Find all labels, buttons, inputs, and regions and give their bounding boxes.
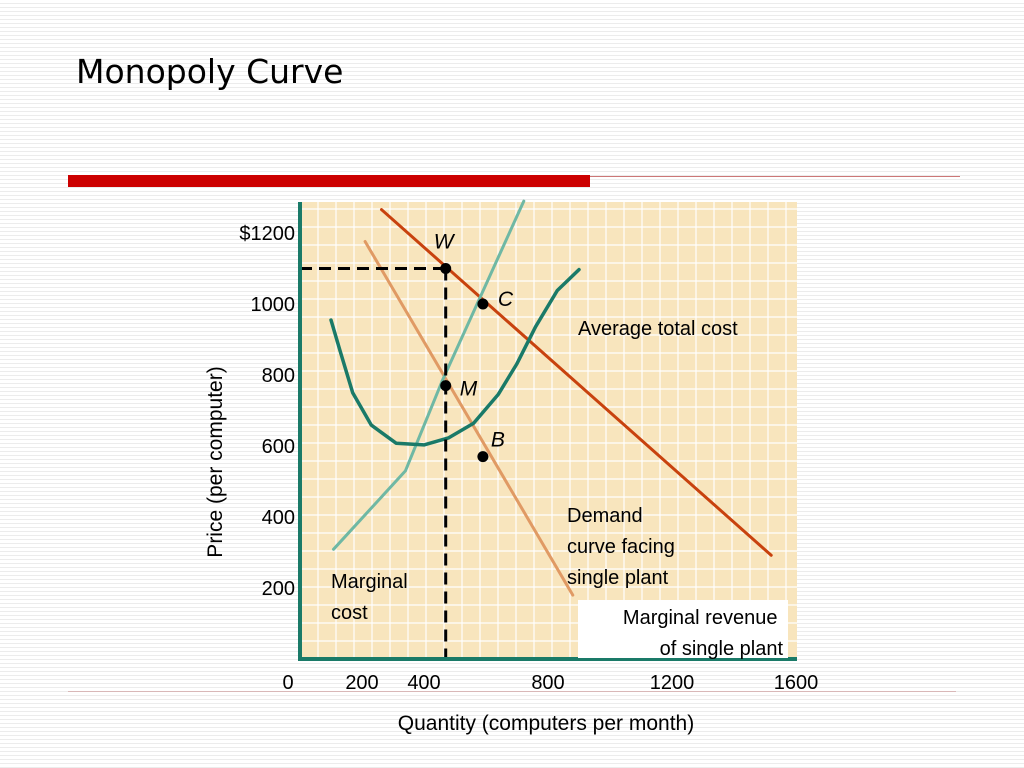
axes-group	[298, 202, 797, 661]
marginal-revenue-label-box: Marginal revenue of single plant	[578, 600, 788, 660]
guide-group	[300, 267, 448, 659]
point-m-marker	[440, 380, 452, 392]
grid	[300, 202, 797, 659]
demand-label: Demand curve facing single plant	[567, 505, 680, 589]
marginal-revenue-label-line: of single plant	[660, 638, 784, 660]
x-tick-label: 0	[282, 672, 293, 694]
y-tick-label: 600	[262, 436, 295, 458]
bottom-rule	[68, 691, 956, 692]
demand-label-line: Demand	[567, 505, 643, 527]
marginal-revenue-label-bg	[578, 600, 788, 658]
marginal-revenue-label: Marginal revenue of single plant	[623, 607, 784, 660]
marginal-revenue-label-line: Marginal revenue	[623, 607, 778, 629]
x-axis-label: Quantity (computers per month)	[398, 712, 694, 735]
y-tick-label: 800	[262, 365, 295, 387]
point-m-label: M	[460, 378, 478, 401]
title-rule-red	[68, 175, 590, 187]
x-tick-label: 1600	[774, 672, 819, 694]
marginal-cost-label-line: Marginal	[331, 571, 408, 593]
y-tick-label: 1000	[251, 294, 296, 316]
average-total-cost-label: Average total cost	[578, 318, 738, 340]
demand-label-line: curve facing	[567, 536, 675, 558]
marginal-revenue-curve	[363, 240, 575, 597]
slide-title: Monopoly Curve	[76, 52, 344, 91]
point-b-marker	[477, 451, 489, 463]
marginal-cost-label-line: cost	[331, 602, 368, 624]
marginal-cost-curve	[332, 199, 526, 551]
point-w-marker	[440, 263, 452, 274]
x-tick-label: 1200	[650, 672, 695, 694]
average-total-cost-label-line: Average total cost	[578, 318, 738, 340]
point-w-label: W	[434, 231, 456, 254]
tick-group: 0 200 400 800 1200 1600 200 400 600 800 1000 $1200	[239, 223, 818, 694]
x-tick-label: 400	[407, 672, 440, 694]
point-b-label: B	[491, 429, 505, 452]
demand-label-line: single plant	[567, 567, 669, 589]
y-tick-label: 400	[262, 507, 295, 529]
point-group: W C M B	[434, 231, 514, 463]
average-total-cost-curve	[329, 267, 581, 447]
x-tick-label: 200	[345, 672, 378, 694]
point-c-label: C	[498, 288, 514, 311]
y-axis-label: Price (per computer)	[204, 366, 227, 557]
marginal-cost-label: Marginal cost	[331, 571, 413, 624]
y-tick-label: $1200	[239, 223, 295, 245]
point-c-marker	[477, 298, 489, 310]
title-rule-thin	[590, 176, 960, 177]
x-tick-label: 800	[531, 672, 564, 694]
y-tick-label: 200	[262, 578, 295, 600]
